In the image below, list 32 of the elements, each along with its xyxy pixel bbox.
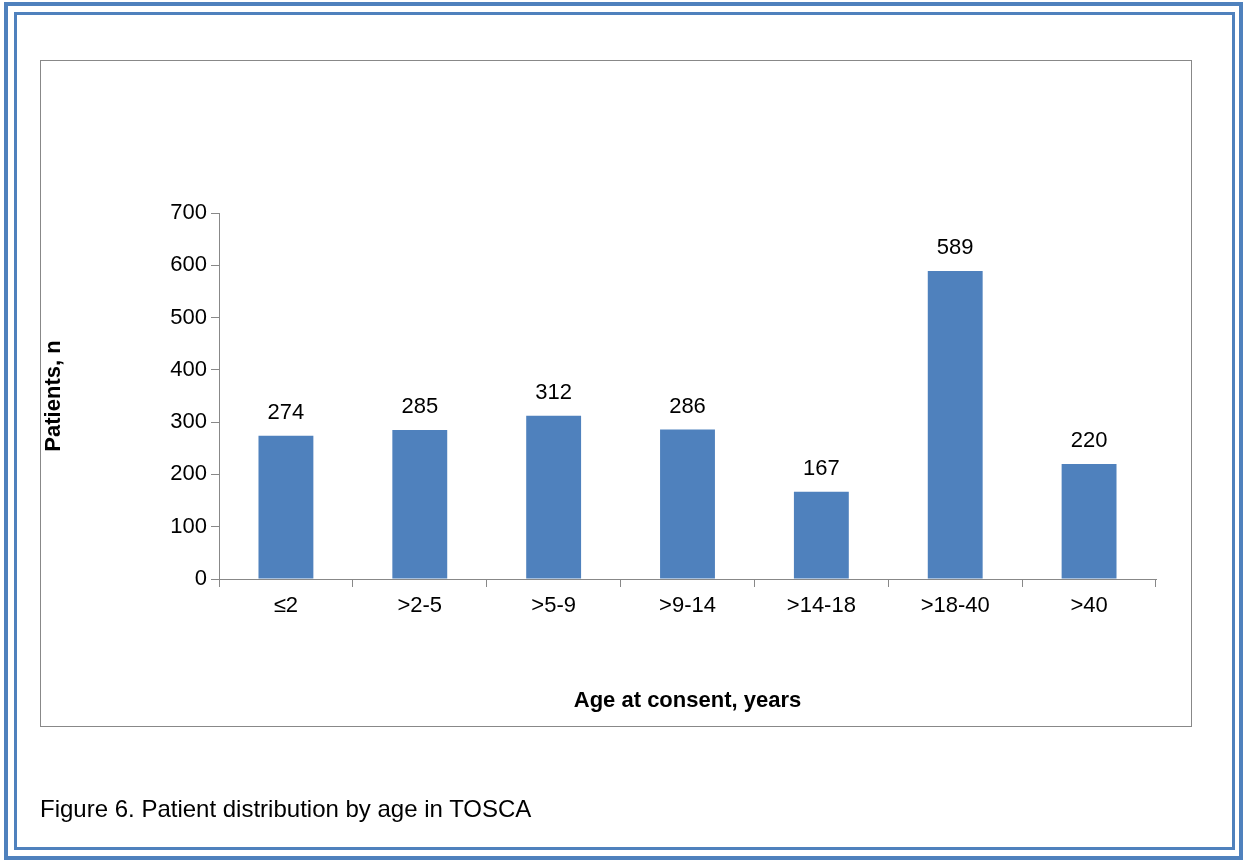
bar <box>1061 463 1117 579</box>
data-label: 220 <box>1070 427 1108 453</box>
bar <box>927 271 983 579</box>
y-tick-label: 500 <box>170 303 207 329</box>
y-tick-label: 600 <box>170 251 207 277</box>
bar <box>660 429 715 579</box>
y-tick-label: 0 <box>194 565 207 591</box>
x-tick-label: >40 <box>1070 592 1108 618</box>
y-axis-title: Patients, n <box>40 340 66 452</box>
x-tick-label: >9-14 <box>659 592 716 618</box>
bar <box>526 415 582 579</box>
y-tick-label: 400 <box>170 355 207 381</box>
data-label: 286 <box>669 392 706 418</box>
data-label: 285 <box>401 393 439 419</box>
x-tick-label: >5-9 <box>531 592 576 618</box>
y-tick-label: 700 <box>170 199 207 225</box>
y-tick-label: 200 <box>170 460 207 486</box>
bar <box>793 491 849 579</box>
x-tick-label: >14-18 <box>786 592 856 618</box>
x-tick-label: ≤2 <box>273 592 299 618</box>
x-tick-label: >2-5 <box>397 592 443 618</box>
data-label: 589 <box>936 234 974 260</box>
bar <box>392 429 448 579</box>
bar <box>258 435 314 579</box>
caption: Figure 6. Patient distribution by age in TOSCA <box>40 795 532 823</box>
data-label: 274 <box>267 398 305 424</box>
y-tick-label: 300 <box>170 408 207 434</box>
y-tick-label: 100 <box>170 512 207 538</box>
data-label: 312 <box>535 378 572 404</box>
x-axis-title: Age at consent, years <box>573 686 802 712</box>
data-label: 167 <box>803 454 840 480</box>
x-tick-label: >18-40 <box>920 592 990 618</box>
